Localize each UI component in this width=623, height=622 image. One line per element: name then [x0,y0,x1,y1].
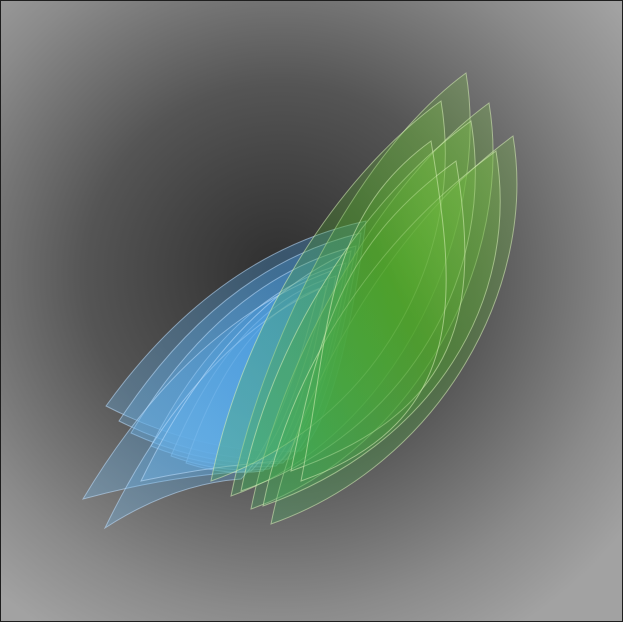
green-petal-group [210,72,518,525]
green-petal [300,140,447,482]
